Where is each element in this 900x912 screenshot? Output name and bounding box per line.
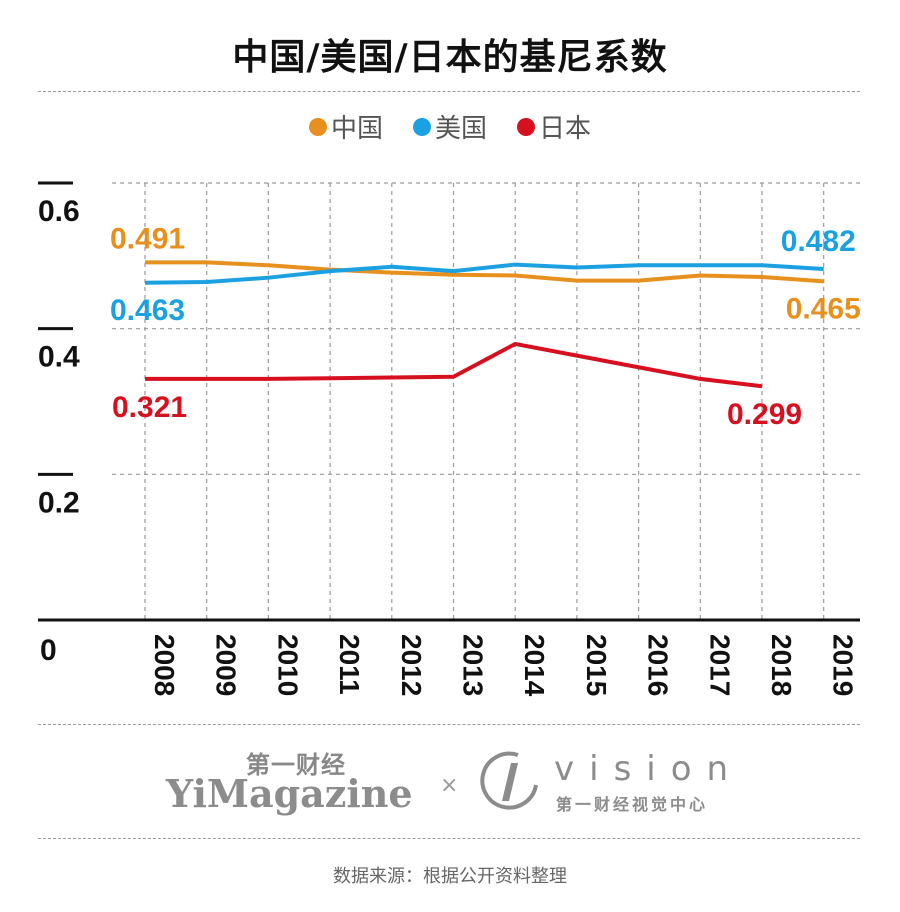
data-source-note: 数据来源：根据公开资料整理 xyxy=(333,866,567,887)
y-tick-label: 0.2 xyxy=(38,486,80,519)
data-label: 0.299 xyxy=(727,398,802,431)
x-tick-label: 2018 xyxy=(766,634,797,696)
legend-item-china: 中国 xyxy=(308,108,383,145)
y-tick-label: 0 xyxy=(40,634,57,667)
chart-legend: 中国 美国 日本 xyxy=(0,108,900,145)
x-tick-label: 2016 xyxy=(643,634,674,696)
x-tick-label: 2008 xyxy=(149,634,180,696)
yimagazine-cn-logo: 第一财经 xyxy=(246,751,346,779)
brand-separator: × xyxy=(440,773,459,798)
brand-divider-top xyxy=(38,724,860,725)
vision-cn-wordmark: 第一财经视觉中心 xyxy=(556,795,709,814)
x-tick-label: 2009 xyxy=(211,634,242,696)
data-label: 0.482 xyxy=(781,225,856,258)
data-label: 0.463 xyxy=(110,294,185,327)
legend-label-usa: 美国 xyxy=(434,114,487,144)
yimagazine-logo: YiMagazine xyxy=(166,771,413,816)
legend-item-usa: 美国 xyxy=(412,108,487,145)
x-tick-label: 2013 xyxy=(458,634,489,696)
header-divider xyxy=(38,91,860,92)
vision-wordmark: vision xyxy=(554,749,744,789)
legend-dot-usa xyxy=(412,117,431,136)
y-tick-label: 0.4 xyxy=(38,341,80,374)
data-label: 0.491 xyxy=(110,222,185,255)
x-tick-label: 2019 xyxy=(828,634,859,696)
x-tick-label: 2014 xyxy=(519,634,550,697)
legend-label-china: 中国 xyxy=(330,114,383,144)
x-tick-label: 2010 xyxy=(272,634,303,696)
legend-item-japan: 日本 xyxy=(517,108,591,145)
series-line xyxy=(144,262,824,285)
legend-dot-china xyxy=(308,117,327,136)
y-tick-label: 0.6 xyxy=(38,195,80,228)
legend-label-japan: 日本 xyxy=(539,114,592,144)
series-line xyxy=(145,260,824,284)
legend-dot-japan xyxy=(517,117,535,136)
line-chart: 0.6 0.4 0.2 0 2008 2009 2010 2011 2012 2013 2014 20… xyxy=(38,181,861,697)
branding: 第一财经 YiMagazine × vision 第一财经视觉中心 xyxy=(0,745,900,825)
chart-title: 中国/美国/日本的基尼系数 xyxy=(232,37,668,78)
data-label: 0.465 xyxy=(786,292,861,325)
vision-logo-icon xyxy=(480,751,538,810)
x-tick-label: 2012 xyxy=(396,634,427,696)
brand-divider-bottom xyxy=(38,838,860,839)
data-label: 0.321 xyxy=(112,391,187,424)
x-tick-label: 2015 xyxy=(581,634,612,696)
series-line xyxy=(145,341,763,389)
x-tick-label: 2017 xyxy=(704,634,735,696)
x-tick-label: 2011 xyxy=(334,634,365,695)
